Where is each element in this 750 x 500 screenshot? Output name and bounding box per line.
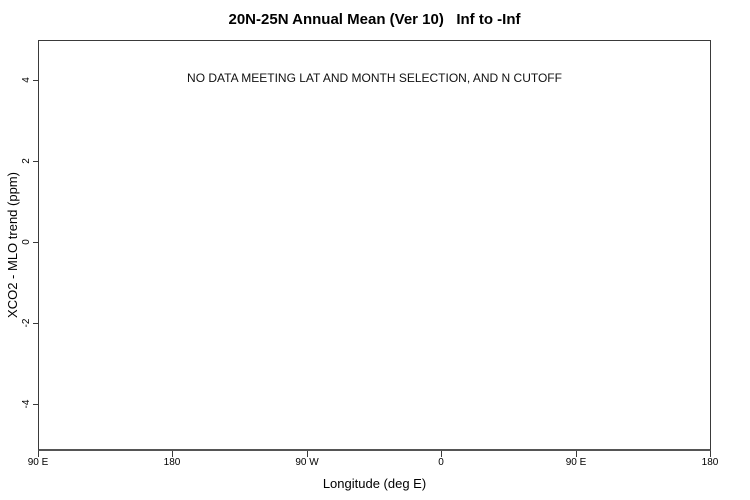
y-tick-mark [33,404,38,405]
x-tick-mark [441,451,442,457]
y-tick-label: -4 [21,399,32,409]
x-tick-label: 90 E [27,457,49,468]
plot-area [38,40,711,451]
x-tick-mark [307,451,308,457]
y-tick-label: 4 [21,77,32,83]
x-tick-label: 180 [701,457,719,468]
y-axis-label: XCO2 - MLO trend (ppm) [5,172,20,318]
x-tick-label: 180 [163,457,181,468]
no-data-message: NO DATA MEETING LAT AND MONTH SELECTION,… [187,71,562,85]
y-tick-mark [33,323,38,324]
y-tick-mark [33,80,38,81]
x-tick-label: 90 W [295,457,319,468]
x-axis-label: Longitude (deg E) [322,476,427,491]
x-tick-label: 90 E [565,457,587,468]
x-tick-mark [710,451,711,457]
x-tick-mark [38,451,39,457]
x-tick-mark [172,451,173,457]
chart-title: 20N-25N Annual Mean (Ver 10) Inf to -Inf [228,11,521,28]
y-tick-mark [33,242,38,243]
x-tick-label: 0 [438,457,444,468]
y-tick-mark [33,161,38,162]
x-tick-mark [576,451,577,457]
